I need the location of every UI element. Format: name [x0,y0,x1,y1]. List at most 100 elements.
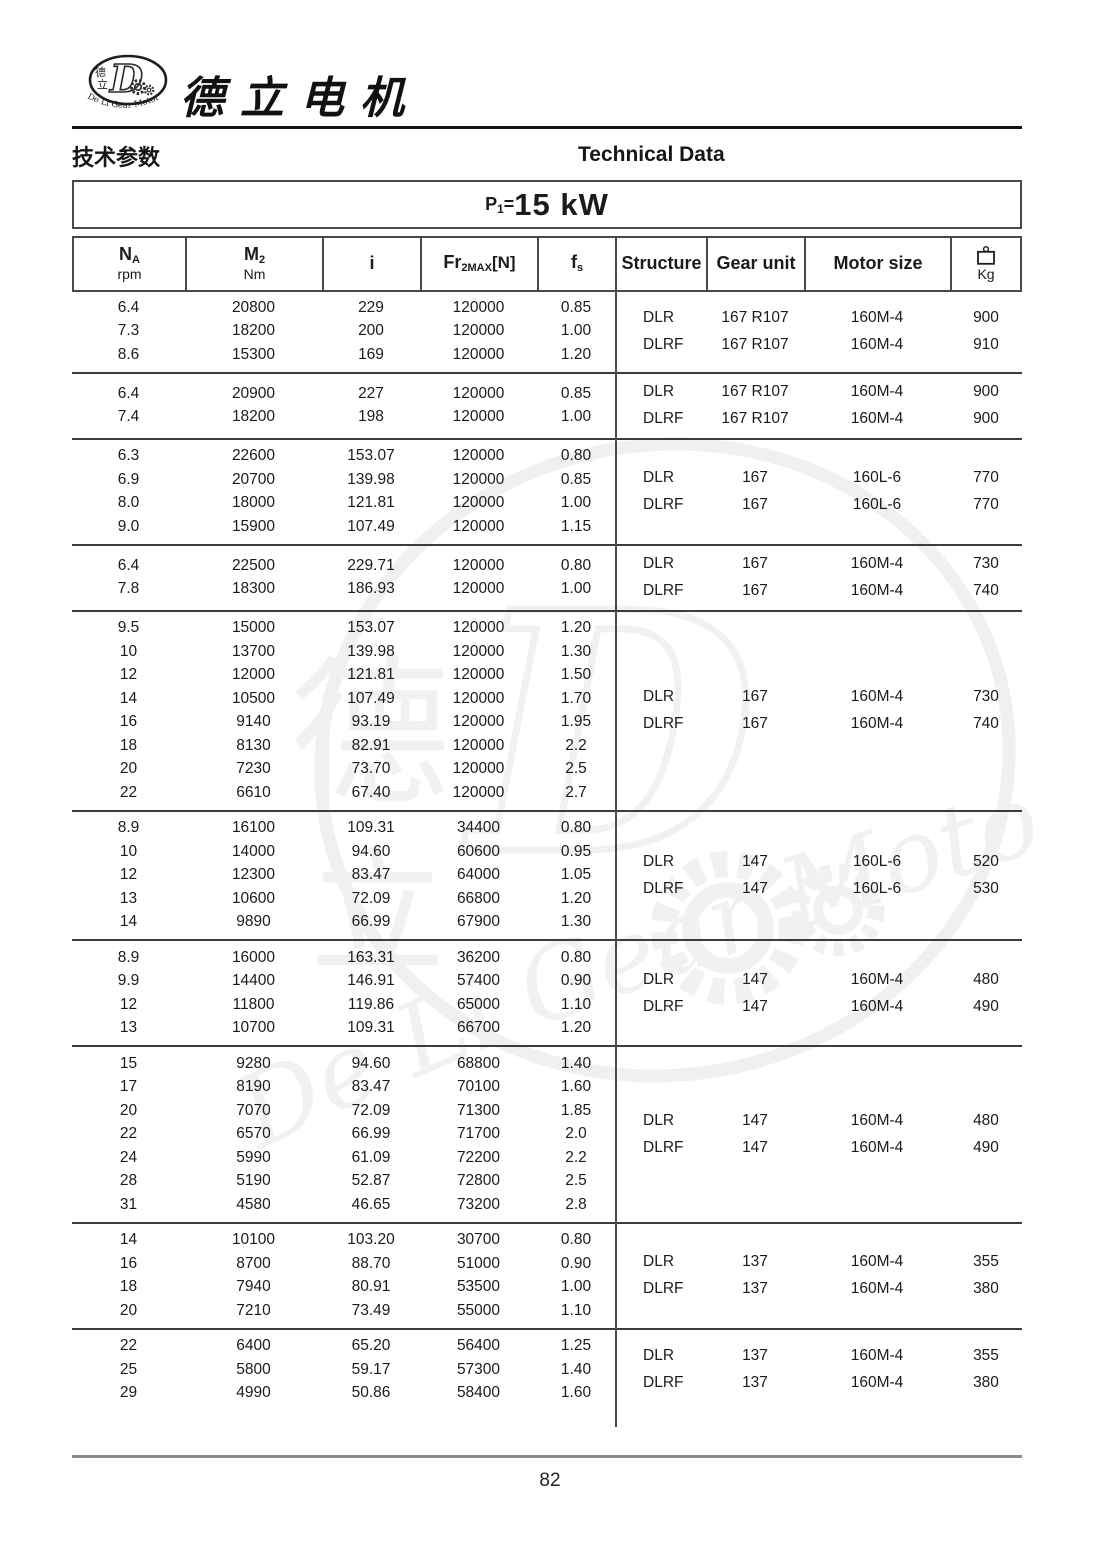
data-row: 13 10700 109.31 66700 1.20 [72,1017,615,1041]
torque-cell: 18200 [231,408,276,426]
ratio-cell: 46.65 [351,1195,391,1213]
service-factor-cell: 0.80 [560,556,592,574]
structure-cell: DLR [643,308,675,326]
service-factor-cell: 1.60 [560,1078,592,1096]
weight-icon [977,245,995,265]
data-row: 8.9 16100 109.31 34400 0.80 [72,817,615,841]
service-factor-cell: 1.40 [560,1054,592,1072]
structure-cell: DLRF [643,879,684,897]
service-factor-cell: 1.10 [560,1301,592,1319]
radial-force-cell: 30700 [456,1231,501,1249]
motor-size-cell: 160M-4 [850,970,904,988]
torque-cell: 18000 [231,494,276,512]
logo-cn-bottom: 立 [97,77,108,91]
torque-cell: 16000 [231,948,276,966]
speed-cell: 14 [119,1231,138,1249]
col-header-weight: Kg [952,238,1020,290]
ratio-cell: 163.31 [347,948,395,966]
radial-force-cell: 120000 [452,298,505,316]
torque-cell: 10500 [231,689,276,707]
weight-cell: 380 [973,1280,999,1297]
data-row: 22 6400 65.20 56400 1.25 [72,1335,615,1359]
speed-cell: 10 [119,842,138,860]
weight-cell: 740 [973,715,999,732]
speed-cell: 14 [119,913,138,931]
speed-cell: 6.4 [117,384,140,402]
torque-cell: 9140 [236,713,271,731]
variant-row: DLRF 167 160M-4 740 [615,578,1022,605]
ratio-cell: 94.60 [351,1054,391,1072]
variant-row: DLRF 167 160L-6 770 [615,492,1022,519]
ratio-cell: 80.91 [351,1278,391,1296]
service-factor-cell: 0.90 [560,972,592,990]
variant-row: DLR 147 160M-4 480 [615,1107,1022,1134]
data-row: 13 10600 72.09 66800 1.20 [72,887,615,911]
torque-cell: 14000 [231,842,276,860]
data-row: 8.0 18000 121.81 120000 1.00 [72,492,615,516]
service-factor-cell: 1.25 [560,1337,592,1355]
service-factor-cell: 1.50 [560,666,592,684]
structure-cell: DLRF [643,1374,684,1392]
speed-cell: 28 [119,1172,138,1190]
group-data-rows: 15 9280 94.60 68800 1.40 17 8190 83.47 70100 1.60… [72,1052,615,1217]
motor-size-cell: 160L-6 [852,469,902,486]
radial-force-cell: 57300 [456,1360,501,1378]
service-factor-cell: 0.80 [560,819,592,837]
torque-cell: 4580 [236,1195,271,1213]
structure-cell: DLRF [643,496,684,513]
ratio-cell: 59.17 [351,1360,391,1378]
structure-cell: DLR [643,1111,675,1129]
radial-force-cell: 120000 [452,470,505,488]
service-factor-cell: 2.7 [565,783,587,801]
torque-cell: 15900 [231,517,276,535]
radial-force-cell: 68800 [456,1054,501,1072]
radial-force-cell: 120000 [452,517,505,535]
table-group: 8.9 16100 109.31 34400 0.80 10 14000 94.60 60600… [72,812,1022,941]
motor-size-cell: 160L-6 [852,879,902,897]
ratio-cell: 169 [358,345,384,363]
radial-force-cell: 56400 [456,1337,501,1355]
group-data-rows: 6.4 20800 229 120000 0.85 7.3 18200 200 120000 1.… [72,296,615,367]
radial-force-cell: 67900 [456,913,501,931]
service-factor-cell: 1.30 [560,913,592,931]
speed-cell: 14 [119,689,138,707]
gear-unit-cell: 137 [742,1280,768,1297]
col-header-structure: Structure [617,238,708,290]
data-row: 29 4990 50.86 58400 1.60 [72,1382,615,1406]
data-row: 16 8700 88.70 51000 0.90 [72,1252,615,1276]
table-group: 9.5 15000 153.07 120000 1.20 10 13700 139.98 120… [72,612,1022,812]
data-row: 18 8130 82.91 120000 2.2 [72,734,615,758]
ratio-cell: 229.71 [347,556,395,574]
motor-size-cell: 160M-4 [850,335,904,353]
ratio-cell: 229 [358,298,384,316]
torque-cell: 6570 [236,1125,271,1143]
col-header-torque: M2 Nm [187,238,324,290]
data-row: 6.4 20800 229 120000 0.85 [72,296,615,320]
ratio-cell: 109.31 [347,1019,395,1037]
ratio-cell: 72.09 [351,889,391,907]
page-number: 82 [539,1470,561,1491]
ratio-cell: 146.91 [347,972,395,990]
logo-ellipse [88,54,168,106]
service-factor-cell: 0.85 [560,298,592,316]
variant-row: DLR 167 160L-6 770 [615,465,1022,492]
group-variant-rows: DLR 167 160M-4 730 DLRF 167 160M-4 740 [615,617,1022,805]
data-row: 25 5800 59.17 57300 1.40 [72,1358,615,1382]
speed-cell: 9.5 [117,619,140,637]
gear-unit-cell: 147 [742,970,768,988]
data-row: 7.4 18200 198 120000 1.00 [72,406,615,430]
service-factor-cell: 1.00 [560,322,592,340]
structure-cell: DLR [643,469,675,486]
torque-cell: 9890 [236,913,271,931]
speed-cell: 8.9 [117,819,140,837]
group-variant-rows: DLR 167 R107 160M-4 900 DLRF 167 R107 160M-4 90… [615,379,1022,433]
torque-cell: 10600 [231,889,276,907]
structure-cell: DLR [643,555,675,572]
torque-cell: 16100 [231,819,276,837]
ratio-cell: 119.86 [347,995,395,1013]
data-row: 20 7230 73.70 120000 2.5 [72,758,615,782]
weight-cell: 355 [973,1347,999,1365]
motor-size-cell: 160L-6 [852,496,902,513]
torque-cell: 8700 [236,1254,271,1272]
power-prefix: P1= [485,193,515,216]
